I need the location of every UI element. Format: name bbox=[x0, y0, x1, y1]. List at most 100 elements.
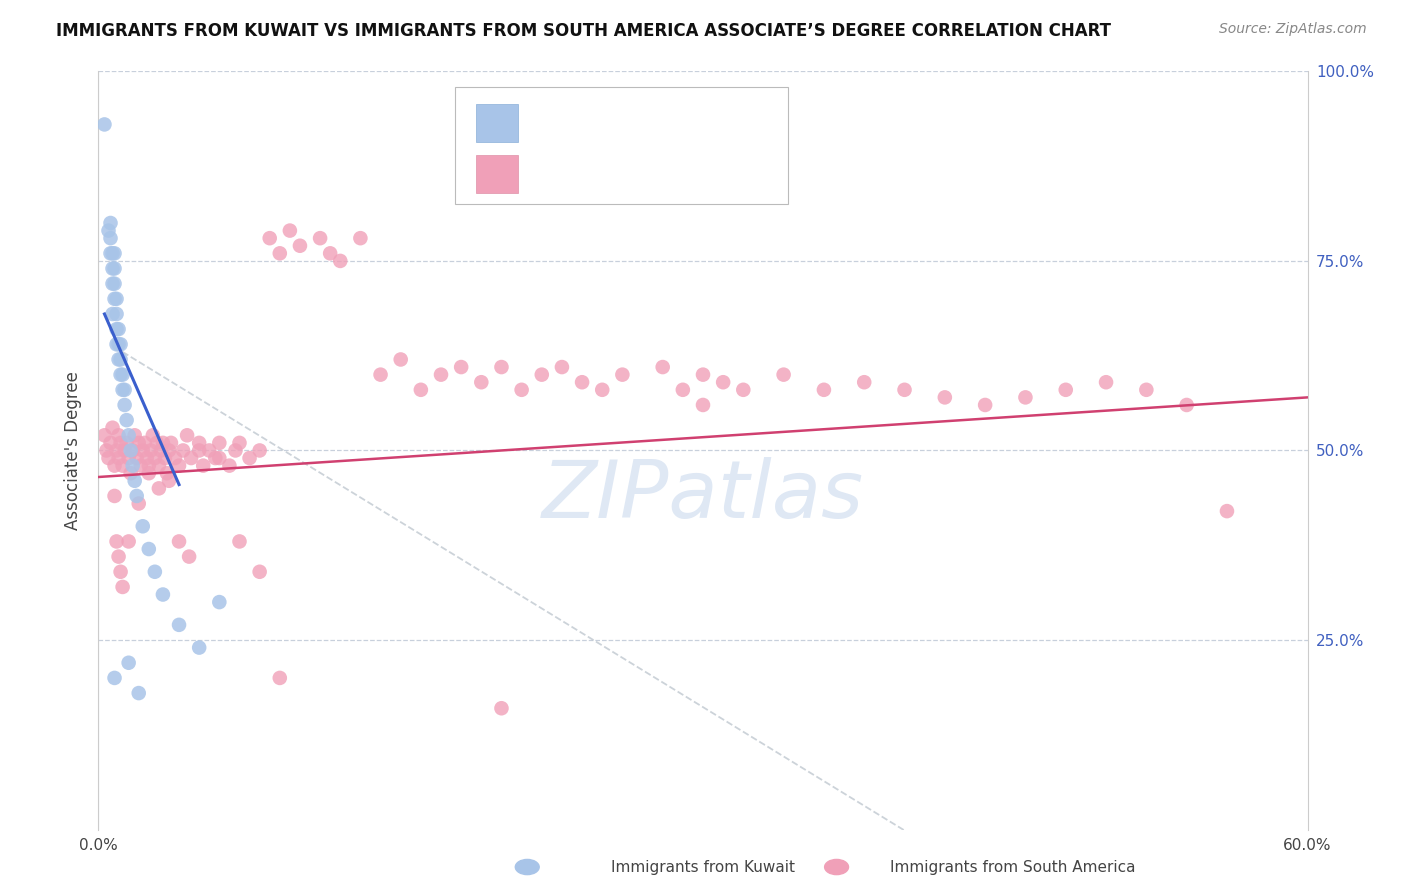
Point bbox=[110, 565, 132, 579]
Point bbox=[101, 307, 124, 321]
Point bbox=[1175, 398, 1198, 412]
Point bbox=[1014, 391, 1036, 405]
Point bbox=[118, 534, 141, 549]
Point bbox=[228, 534, 250, 549]
Point bbox=[208, 451, 231, 466]
Point bbox=[105, 292, 128, 306]
Point bbox=[107, 337, 129, 351]
Point bbox=[813, 383, 835, 397]
Point bbox=[121, 443, 143, 458]
Point bbox=[93, 117, 115, 131]
Point bbox=[389, 352, 412, 367]
Text: 107: 107 bbox=[695, 165, 725, 183]
Point bbox=[121, 458, 143, 473]
Point bbox=[93, 428, 115, 442]
Point bbox=[110, 368, 132, 382]
Point bbox=[107, 428, 129, 442]
Point bbox=[120, 443, 142, 458]
Point bbox=[1054, 383, 1077, 397]
Point bbox=[249, 443, 271, 458]
Point bbox=[101, 246, 124, 260]
Point bbox=[1216, 504, 1239, 518]
Point bbox=[733, 383, 755, 397]
Point bbox=[110, 352, 132, 367]
Point bbox=[409, 383, 432, 397]
Point bbox=[491, 701, 513, 715]
Point bbox=[612, 368, 634, 382]
Point bbox=[100, 246, 122, 260]
Point bbox=[100, 231, 122, 245]
Point bbox=[450, 359, 472, 375]
Text: Immigrants from South America: Immigrants from South America bbox=[890, 860, 1135, 874]
Point bbox=[138, 458, 160, 473]
Point bbox=[110, 337, 132, 351]
Point bbox=[138, 467, 160, 481]
Point bbox=[974, 398, 997, 412]
FancyBboxPatch shape bbox=[475, 155, 517, 193]
Point bbox=[470, 376, 492, 390]
Point bbox=[179, 549, 201, 564]
Point bbox=[153, 451, 176, 466]
Point bbox=[125, 489, 148, 503]
Point bbox=[772, 368, 794, 382]
Point bbox=[118, 656, 141, 670]
Point bbox=[118, 451, 141, 466]
Point bbox=[188, 436, 211, 450]
Text: ZIPatlas: ZIPatlas bbox=[541, 457, 865, 535]
Point bbox=[319, 246, 342, 260]
Point bbox=[107, 352, 129, 367]
Text: N=: N= bbox=[658, 165, 690, 183]
Point bbox=[128, 436, 150, 450]
Point bbox=[134, 436, 156, 450]
Point bbox=[853, 376, 876, 390]
Point bbox=[107, 549, 129, 564]
Point bbox=[142, 428, 165, 442]
Point bbox=[115, 436, 138, 450]
Point bbox=[163, 451, 186, 466]
Point bbox=[111, 458, 134, 473]
Point bbox=[146, 436, 169, 450]
Point bbox=[111, 580, 134, 594]
Point bbox=[100, 436, 122, 450]
Text: Immigrants from Kuwait: Immigrants from Kuwait bbox=[612, 860, 794, 874]
Point bbox=[167, 458, 190, 473]
Point bbox=[208, 595, 231, 609]
Point bbox=[103, 489, 125, 503]
Point bbox=[96, 443, 118, 458]
Point bbox=[139, 443, 162, 458]
Point bbox=[228, 436, 250, 450]
Point bbox=[124, 428, 146, 442]
Point bbox=[132, 519, 155, 533]
Point bbox=[128, 686, 150, 700]
Point bbox=[1135, 383, 1157, 397]
Point bbox=[208, 436, 231, 450]
Point bbox=[120, 467, 142, 481]
Point bbox=[430, 368, 453, 382]
Point bbox=[152, 436, 174, 450]
Point bbox=[370, 368, 392, 382]
Point bbox=[157, 474, 180, 488]
Point bbox=[97, 451, 120, 466]
Point bbox=[156, 467, 179, 481]
FancyBboxPatch shape bbox=[456, 87, 787, 204]
Point bbox=[167, 617, 190, 632]
Point bbox=[278, 223, 301, 237]
Point bbox=[115, 413, 138, 427]
Point bbox=[105, 534, 128, 549]
Point bbox=[160, 436, 183, 450]
Text: 43: 43 bbox=[695, 112, 716, 129]
Point bbox=[132, 443, 155, 458]
Point bbox=[103, 246, 125, 260]
Point bbox=[893, 383, 915, 397]
Point bbox=[138, 542, 160, 557]
Point bbox=[934, 391, 956, 405]
Point bbox=[172, 443, 194, 458]
Point bbox=[101, 261, 124, 276]
Point bbox=[167, 534, 190, 549]
Point bbox=[107, 451, 129, 466]
Point bbox=[111, 383, 134, 397]
Point bbox=[530, 368, 553, 382]
Text: -0.233: -0.233 bbox=[578, 112, 631, 129]
Point bbox=[510, 383, 533, 397]
Point bbox=[193, 458, 215, 473]
